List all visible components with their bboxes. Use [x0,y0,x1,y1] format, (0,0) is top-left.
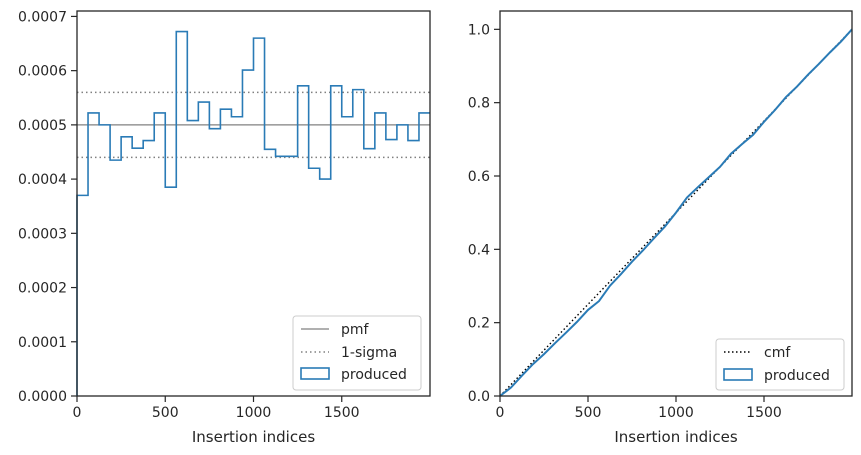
y-tick-label: 0.6 [468,169,490,185]
x-tick-label: 0 [73,405,82,421]
y-tick-label: 0.0007 [18,9,67,25]
y-tick-label: 0.0006 [18,64,67,80]
right-axes-frame [499,10,853,397]
y-tick-label: 0.0005 [18,118,67,134]
left-legend-box [292,315,422,391]
y-tick-label: 0.0001 [18,335,67,351]
legend-cmf-label: cmf [764,345,791,361]
y-tick-label: 0.0003 [18,226,67,242]
left-axes-frame [76,10,431,397]
x-tick-label: 0 [496,405,505,421]
legend-produced-swatch [300,367,330,380]
legend-sigma-label: 1-sigma [341,345,397,361]
y-tick-label: 0.0 [468,389,490,405]
produced-cumulative-line [499,28,853,397]
x-tick-label: 1500 [746,405,782,421]
x-tick-label: 500 [575,405,602,421]
y-tick-label: 1.0 [468,22,490,38]
y-tick-label: 0.2 [468,316,490,332]
cumulative-panel: 0.0 0.2 0.4 0.6 0.8 1.0 0 500 1000 1500 Insertio… [468,10,853,446]
x-tick-label: 500 [152,405,179,421]
y-tick-label: 0.8 [468,96,490,112]
legend-produced-label: produced [764,368,830,384]
x-tick-label: 1000 [236,405,272,421]
right-legend: cmf produced [715,338,845,391]
cmf-line [499,28,853,397]
y-tick-label: 0.4 [468,242,490,258]
y-tick-label: 0.0004 [18,172,67,188]
right-x-ticks: 0 500 1000 1500 [496,396,782,421]
y-tick-label: 0.0000 [18,389,67,405]
x-tick-label: 1500 [324,405,360,421]
histogram-panel: 0.0000 0.0001 0.0002 0.0003 0.0004 0.0005 0.00… [18,9,431,446]
right-y-ticks: 0.0 0.2 0.4 0.6 0.8 1.0 [468,22,500,405]
legend-pmf-label: pmf [341,322,370,338]
legend-produced-swatch [723,368,753,381]
left-y-ticks: 0.0000 0.0001 0.0002 0.0003 0.0004 0.0005 0.00… [18,9,77,405]
left-legend: pmf 1-sigma produced [292,315,422,391]
legend-produced-label: produced [341,367,407,383]
left-x-ticks: 0 500 1000 1500 [73,396,360,421]
y-tick-label: 0.0002 [18,281,67,297]
left-x-axis-label: Insertion indices [192,428,315,446]
right-x-axis-label: Insertion indices [614,428,737,446]
produced-histogram-step [76,30,430,396]
x-tick-label: 1000 [658,405,694,421]
